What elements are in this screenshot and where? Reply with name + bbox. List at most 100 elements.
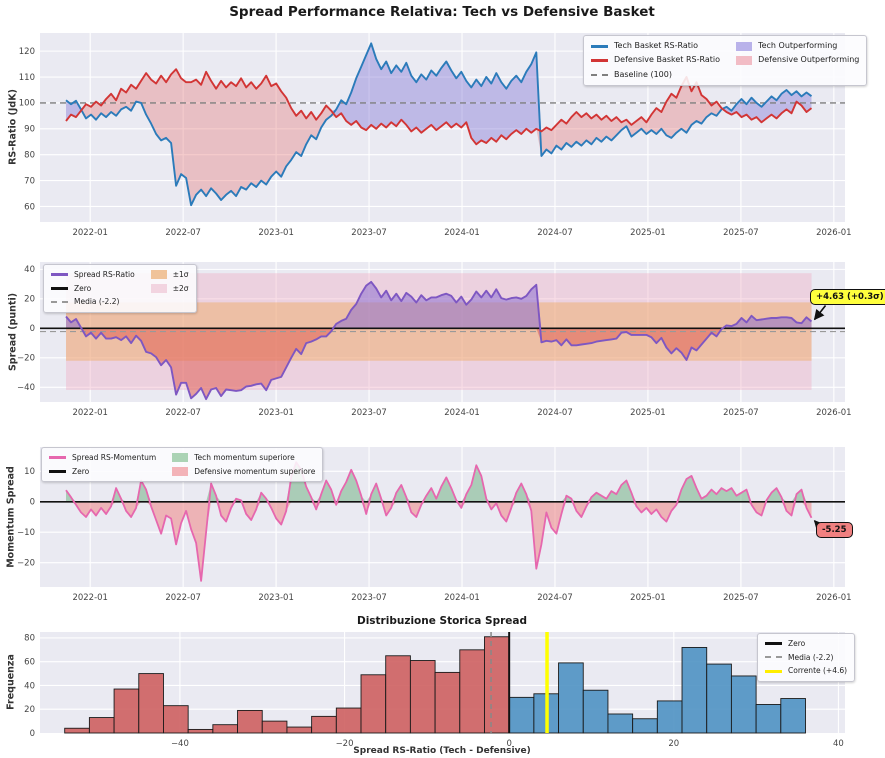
svg-text:0: 0 xyxy=(30,498,35,508)
legend-label: ±2σ xyxy=(172,283,189,293)
legend-item: Tech Basket RS-Ratio xyxy=(591,40,720,52)
legend-label: Spread RS-Ratio xyxy=(74,270,135,279)
line-swatch xyxy=(765,669,782,673)
legend-item: Defensive Basket RS-Ratio xyxy=(591,54,720,66)
svg-text:2024-07: 2024-07 xyxy=(537,408,573,418)
figure-title: Spread Performance Relativa: Tech vs Def… xyxy=(229,4,655,20)
svg-text:2024-07: 2024-07 xyxy=(537,228,573,238)
legend-item: Spread RS-Momentum xyxy=(49,452,156,464)
svg-text:10: 10 xyxy=(24,467,35,477)
dash-swatch xyxy=(591,73,608,76)
svg-text:2024-01: 2024-01 xyxy=(444,408,480,418)
histogram-title: Distribuzione Storica Spread xyxy=(356,615,528,627)
y-axis-label-rs-ratio: RS-Ratio (JdK) xyxy=(7,89,19,165)
svg-text:2024-01: 2024-01 xyxy=(444,593,480,603)
legend-label: Media (-2.2) xyxy=(788,652,834,662)
svg-text:2024-01: 2024-01 xyxy=(444,228,480,238)
svg-text:20: 20 xyxy=(24,705,35,715)
svg-text:120: 120 xyxy=(19,47,35,57)
svg-text:90: 90 xyxy=(24,125,35,135)
svg-text:2022-07: 2022-07 xyxy=(165,593,201,603)
dash-swatch xyxy=(765,656,782,659)
svg-text:−20: −20 xyxy=(336,739,354,749)
y-axis-label-frequenza: Frequenza xyxy=(5,654,17,710)
legend-label: Baseline (100) xyxy=(614,69,672,79)
svg-text:−20: −20 xyxy=(17,354,35,364)
legend-item: Zero xyxy=(51,283,135,295)
line-swatch xyxy=(591,44,608,48)
line-swatch xyxy=(49,469,66,473)
legend-item: Media (-2.2) xyxy=(765,652,847,664)
svg-text:2025-07: 2025-07 xyxy=(723,593,759,603)
svg-text:60: 60 xyxy=(24,202,35,212)
svg-text:2024-07: 2024-07 xyxy=(537,593,573,603)
line-swatch xyxy=(51,273,68,277)
svg-text:−20: −20 xyxy=(17,558,35,568)
svg-text:40: 40 xyxy=(24,681,35,691)
legend-label: Zero xyxy=(72,466,90,476)
svg-text:2023-01: 2023-01 xyxy=(258,593,294,603)
svg-text:2025-01: 2025-01 xyxy=(630,408,666,418)
svg-text:110: 110 xyxy=(19,73,35,83)
annotation-current-spread: +4.63 (+0.3σ) xyxy=(810,289,885,305)
legend-label: Zero xyxy=(74,283,92,293)
patch-swatch xyxy=(736,56,753,66)
svg-text:40: 40 xyxy=(833,739,844,749)
legend-item: Corrente (+4.6) xyxy=(765,665,847,677)
svg-text:2023-07: 2023-07 xyxy=(351,228,387,238)
y-axis-label-momentum: Momentum Spread xyxy=(5,466,17,568)
svg-text:2025-01: 2025-01 xyxy=(630,228,666,238)
line-swatch xyxy=(49,456,66,460)
legend-label: Defensive Basket RS-Ratio xyxy=(614,55,721,65)
svg-text:2026-01: 2026-01 xyxy=(816,408,852,418)
legend-spread: Spread RS-Ratio Zero Media (-2.2) ±1σ ±2σ xyxy=(43,264,197,313)
legend-label: Spread RS-Momentum xyxy=(72,453,157,462)
legend-label: Defensive Outperforming xyxy=(758,55,860,65)
svg-text:2022-01: 2022-01 xyxy=(72,408,108,418)
legend-histogram: Zero Media (-2.2) Corrente (+4.6) xyxy=(757,633,856,682)
svg-text:2022-01: 2022-01 xyxy=(72,593,108,603)
legend-item: Zero xyxy=(49,466,156,478)
svg-text:80: 80 xyxy=(24,150,35,160)
svg-text:2022-07: 2022-07 xyxy=(165,408,201,418)
patch-swatch xyxy=(150,283,167,293)
svg-text:80: 80 xyxy=(24,634,35,644)
svg-text:2023-01: 2023-01 xyxy=(258,408,294,418)
svg-text:2023-07: 2023-07 xyxy=(351,593,387,603)
legend-item: Defensive momentum superiore xyxy=(172,466,315,478)
svg-text:0: 0 xyxy=(30,324,35,334)
legend-label: Media (-2.2) xyxy=(74,297,120,307)
svg-text:60: 60 xyxy=(24,658,35,668)
svg-text:20: 20 xyxy=(668,739,679,749)
svg-text:−40: −40 xyxy=(17,383,35,393)
legend-label: Zero xyxy=(788,639,806,648)
legend-item: Spread RS-Ratio xyxy=(51,269,135,281)
patch-swatch xyxy=(172,453,189,463)
svg-text:100: 100 xyxy=(19,99,35,109)
panel-histogram: −40 −20 0 20 40 0 20 40 60 80 xyxy=(24,632,845,749)
legend-label: Tech Outperforming xyxy=(758,41,838,50)
line-swatch xyxy=(591,59,608,63)
legend-label: Tech momentum superiore xyxy=(194,453,295,462)
svg-text:20: 20 xyxy=(24,295,35,305)
legend-rs-ratio: Tech Basket RS-Ratio Defensive Basket RS-… xyxy=(583,35,868,87)
legend-label: Tech Basket RS-Ratio xyxy=(614,41,699,50)
annotation-current-momentum: -5.25 xyxy=(816,522,853,538)
svg-text:0: 0 xyxy=(506,739,511,749)
svg-text:2023-07: 2023-07 xyxy=(351,408,387,418)
svg-text:2025-07: 2025-07 xyxy=(723,228,759,238)
patch-swatch xyxy=(172,466,189,476)
legend-item: Zero xyxy=(765,638,847,650)
svg-text:2025-01: 2025-01 xyxy=(630,593,666,603)
patch-swatch xyxy=(150,270,167,280)
legend-label: ±1σ xyxy=(172,270,189,279)
svg-text:2025-07: 2025-07 xyxy=(723,408,759,418)
svg-text:−40: −40 xyxy=(171,739,189,749)
svg-text:2022-07: 2022-07 xyxy=(165,228,201,238)
patch-swatch xyxy=(736,41,753,51)
line-swatch xyxy=(51,286,68,290)
legend-item: ±2σ xyxy=(150,283,189,295)
dash-swatch xyxy=(51,301,68,304)
